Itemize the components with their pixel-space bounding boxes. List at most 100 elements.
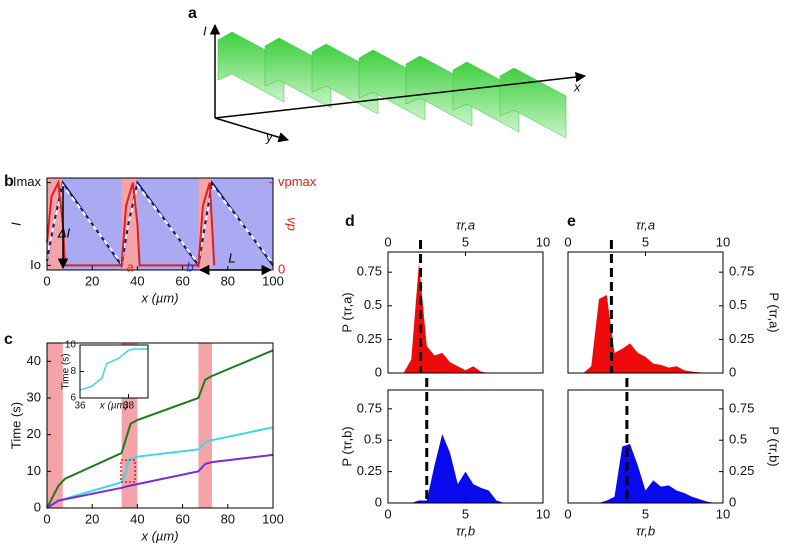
series-line [46,453,274,509]
y-tick-label: 0.25 [357,463,382,478]
y-tick-label: 0.25 [357,331,382,346]
panel-label: d [345,213,355,230]
y-tick-label: 0.25 [729,463,754,478]
y-tick-label: 0 [729,364,736,379]
y-tick-label: 0.25 [729,331,754,346]
x-tick-label: 10 [716,506,730,521]
x-axis-label: x (µm) [140,528,178,543]
y-tick-label: 20 [27,426,41,441]
plot-frame [46,342,274,509]
y2-tick-label: vpmax [278,174,317,189]
x-tick-label: 5 [462,506,469,521]
panel-label: c [4,331,13,348]
y2-axis-label: vp [285,217,300,231]
x-tick-label: 20 [85,273,99,288]
axis-label: I [203,23,207,38]
x-tick-label: 60 [175,273,189,288]
y-tick-label: 40 [27,353,41,368]
series-line [46,182,274,267]
y-tick-label: 8 [70,366,76,377]
shaded-region [198,343,212,508]
x-tick-label: 100 [262,511,284,526]
axis-arrow [214,117,290,143]
ribbon-tooth [499,67,567,139]
x-tick-label: 10 [536,234,550,249]
y-axis-label: Time (s) [8,402,23,449]
x-tick-label: 60 [175,511,189,526]
y-axis-label: I [8,222,23,226]
panel-label: a [188,5,197,22]
x-tick-label: 0 [384,234,391,249]
plot-background [47,178,273,270]
panel-label: e [567,213,576,230]
series-line [79,348,148,391]
x-tick-label: 10 [716,234,730,249]
x-tick-label: 36 [74,401,86,412]
x-tick-label: 100 [262,273,284,288]
zoom-box [120,459,136,483]
x-tick-label: 0 [564,506,571,521]
histogram-area [599,443,716,503]
histogram-area [411,433,505,503]
x-tick-label: 20 [85,511,99,526]
x-tick-label: 0 [43,511,50,526]
x-tick-label: 80 [221,273,235,288]
x-tick-label: 0 [564,234,571,249]
x-axis-label: x (µm) [140,290,178,305]
panel-label: b [4,173,14,190]
x-axis-label: τr,b [636,523,655,538]
histogram-area [403,262,497,373]
y-axis-label: P (τr,a) [339,292,354,332]
x-axis-label: τr,b [456,523,475,538]
y-axis-label: P (τr,b) [339,426,354,466]
y-tick-label: 30 [27,389,41,404]
x-tick-label: 40 [130,273,144,288]
series-line [46,426,274,509]
x-axis-label: x (µm) [99,401,129,412]
plot-background [568,252,723,373]
x-axis-label: τr,a [456,217,475,232]
shaded-region [47,343,63,508]
x-tick-label: 5 [462,234,469,249]
x-tick-label: 80 [221,511,235,526]
annotation: L [228,250,235,265]
y-axis-label: P (τr,b) [767,426,782,466]
plot-background [80,345,148,398]
y-axis-label: Time (s) [61,353,72,389]
plot-background [388,252,543,373]
x-tick-label: 5 [642,506,649,521]
y-tick-label: 0 [375,364,382,379]
x-tick-label: 10 [536,506,550,521]
y-tick-label: Imax [13,174,42,189]
annotation: b [186,259,193,274]
x-tick-label: 0 [43,273,50,288]
y-tick-label: 0.5 [729,432,747,447]
axis-label: x [573,79,581,94]
x-tick-label: 5 [642,234,649,249]
histogram-area [583,295,723,373]
x-tick-label: 38 [123,401,135,412]
series-line [46,349,274,509]
y-tick-label: Io [30,257,41,272]
axis-arrow [214,71,587,119]
x-axis-label: τr,a [636,217,655,232]
x-tick-label: 40 [130,511,144,526]
y-tick-label: 0 [34,499,41,514]
y-tick-label: 6 [70,393,76,404]
y-tick-label: 0.75 [729,264,754,279]
y-tick-label: 0.75 [357,264,382,279]
y-tick-label: 0 [375,494,382,509]
plot-frame [46,177,274,271]
annotation: a [126,259,133,274]
axis-label: y [265,129,274,144]
y-tick-label: 0 [729,494,736,509]
y-tick-label: 0.5 [364,297,382,312]
x-tick-label: 0 [384,506,391,521]
plot-background [568,390,723,503]
y-tick-label: 10 [65,340,77,351]
y-tick-label: 0.75 [357,400,382,415]
y-tick-label: 10 [27,463,41,478]
y-tick-label: 0.5 [364,432,382,447]
y-axis-label: P (τr,a) [767,292,782,332]
